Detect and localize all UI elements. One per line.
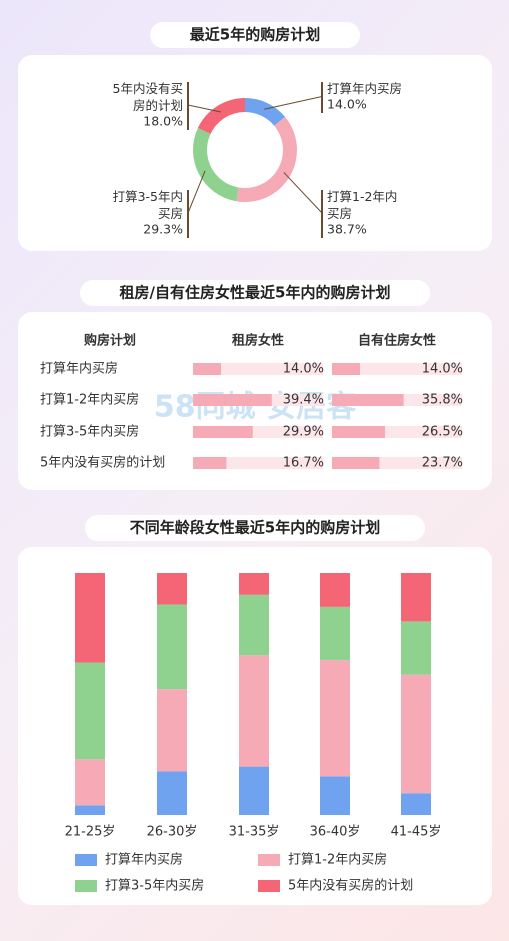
value-label: 35.8% [422, 393, 463, 408]
legend-label: 打算1-2年内买房 [288, 852, 387, 868]
bar-segment [157, 771, 187, 815]
legend-label: 打算年内买房 [105, 852, 183, 868]
bar-track [193, 363, 323, 375]
value-label: 23.7% [422, 456, 463, 471]
leader-line [187, 104, 221, 113]
bar [332, 394, 404, 406]
value-label: 26.5% [422, 425, 463, 440]
leader-line [187, 170, 206, 214]
bar [193, 363, 221, 375]
table-header: 购房计划 [84, 333, 136, 349]
bar [193, 394, 272, 406]
pie-slice [192, 127, 239, 202]
slice-value: 14.0% [327, 97, 367, 112]
chart-title: 不同年龄段女性最近5年内的购房计划 [130, 519, 380, 537]
bar [332, 426, 385, 438]
legend-label: 打算3-5年内买房 [105, 878, 204, 894]
bar-segment [401, 621, 431, 675]
slice-label: 5年内没有买房的计划 [112, 81, 183, 113]
slice-value: 29.3% [143, 222, 183, 237]
bar [193, 457, 227, 469]
bar-segment [157, 604, 187, 690]
bar-segment [75, 805, 105, 815]
bar-track [332, 363, 462, 375]
bar [332, 363, 360, 375]
bar-segment [157, 573, 187, 605]
legend-swatch [75, 880, 97, 892]
chart-title: 租房/自有住房女性最近5年内的购房计划 [120, 284, 391, 302]
row-label: 打算3-5年内买房 [40, 424, 139, 440]
legend-swatch [258, 880, 280, 892]
bar-segment [320, 776, 350, 815]
legend-swatch [258, 854, 280, 866]
pie-slice [236, 116, 298, 203]
x-tick-label: 21-25岁 [65, 825, 116, 840]
x-tick-label: 26-30岁 [147, 825, 198, 840]
title-pill [80, 280, 430, 306]
table-header: 租房女性 [232, 333, 284, 349]
bar-segment [401, 793, 431, 815]
slice-value: 18.0% [143, 114, 183, 129]
x-tick-label: 41-45岁 [391, 825, 442, 840]
value-label: 39.4% [283, 393, 324, 408]
legend-label: 5年内没有买房的计划 [288, 878, 413, 894]
bar-segment [75, 662, 105, 760]
leader-line [283, 172, 323, 214]
x-tick-label: 31-35岁 [229, 825, 280, 840]
bar-segment [320, 660, 350, 777]
pie-slice [197, 98, 245, 134]
bar-segment [401, 573, 431, 622]
bar-segment [239, 766, 269, 815]
bar-segment [239, 573, 269, 595]
card [18, 55, 492, 251]
bar-segment [401, 674, 431, 794]
leader-line [264, 96, 323, 110]
pie-slice [245, 98, 286, 126]
slice-value: 38.7% [327, 222, 367, 237]
bar-segment [157, 689, 187, 772]
bar-segment [75, 573, 105, 663]
row-label: 5年内没有买房的计划 [40, 455, 165, 471]
value-label: 14.0% [283, 362, 324, 377]
table-header: 自有住房女性 [358, 333, 436, 349]
slice-label: 打算1-2年内买房 [327, 189, 398, 221]
bar [193, 426, 253, 438]
bar-segment [320, 606, 350, 661]
bar [332, 457, 380, 469]
slice-label: 打算3-5年内买房 [112, 189, 183, 221]
row-label: 打算年内买房 [40, 361, 118, 377]
value-label: 16.7% [283, 456, 324, 471]
value-label: 14.0% [422, 362, 463, 377]
x-tick-label: 36-40岁 [310, 825, 361, 840]
bar-segment [239, 594, 269, 656]
bar-segment [75, 759, 105, 806]
row-label: 打算1-2年内买房 [40, 392, 139, 408]
title-pill [150, 22, 360, 48]
bar-segment [320, 573, 350, 607]
title-pill [85, 515, 425, 541]
chart-title: 最近5年的购房计划 [190, 26, 320, 44]
legend-swatch [75, 854, 97, 866]
slice-label: 打算年内买房 [327, 81, 403, 96]
value-label: 29.9% [283, 425, 324, 440]
bar-segment [239, 655, 269, 767]
